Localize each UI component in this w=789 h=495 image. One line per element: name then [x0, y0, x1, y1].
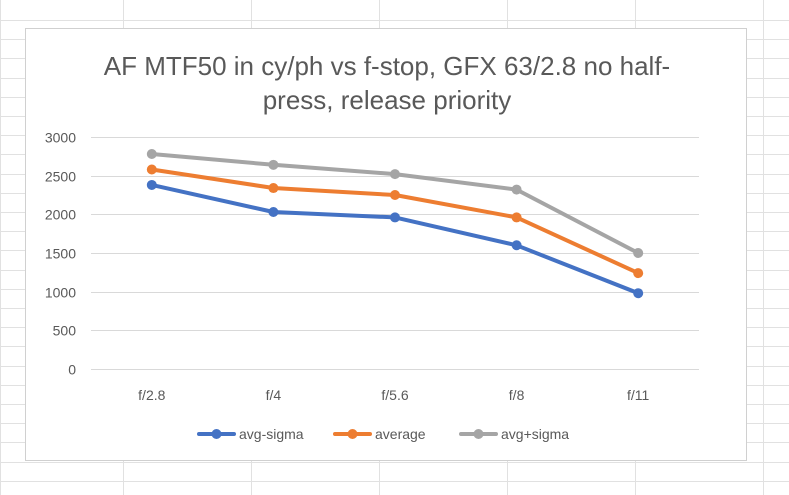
- chart-area[interactable]: AF MTF50 in cy/ph vs f-stop, GFX 63/2.8 …: [25, 28, 747, 461]
- y-tick-label: 1000: [45, 285, 76, 301]
- legend-item-average[interactable]: average: [333, 426, 426, 442]
- legend-label: average: [375, 426, 426, 442]
- legend-point-marker: [211, 429, 222, 439]
- data-point-avg-sigma[interactable]: [633, 288, 644, 299]
- x-tick-label: f/11: [627, 387, 650, 403]
- data-point-avg+sigma[interactable]: [390, 169, 400, 180]
- line-chart: 0 500 1000 1500 2000 2500 3000 f/2.8 f/4 f/5.6 f/8…: [45, 130, 699, 442]
- legend-label: avg-sigma: [239, 426, 304, 442]
- legend-item-avg-sigma[interactable]: avg-sigma: [197, 426, 304, 442]
- legend-item-avg+sigma[interactable]: avg+sigma: [459, 426, 569, 442]
- data-point-average[interactable]: [268, 183, 279, 194]
- data-point-avg+sigma[interactable]: [633, 248, 644, 258]
- chart-title-line-1: AF MTF50 in cy/ph vs f-stop, GFX 63/2.8 …: [103, 51, 671, 81]
- data-point-avg+sigma[interactable]: [268, 159, 279, 170]
- y-tick-label: 0: [68, 362, 76, 378]
- y-tick-label: 1500: [45, 246, 76, 262]
- y-tick-label: 2000: [45, 207, 76, 223]
- x-tick-label: f/2.8: [138, 387, 165, 403]
- data-point-avg-sigma[interactable]: [146, 179, 157, 190]
- y-tick-label: 2500: [45, 169, 76, 185]
- data-point-average[interactable]: [633, 268, 644, 279]
- chart-title-line-2: press, release priority: [262, 85, 512, 115]
- x-tick-label: f/8: [509, 387, 525, 403]
- legend-point-marker: [473, 429, 484, 439]
- data-point-avg+sigma[interactable]: [146, 149, 157, 160]
- data-point-avg+sigma[interactable]: [511, 184, 522, 195]
- legend-label: avg+sigma: [501, 426, 569, 442]
- data-point-avg-sigma[interactable]: [390, 212, 400, 223]
- y-tick-label: 3000: [45, 130, 76, 146]
- x-tick-label: f/4: [266, 387, 282, 403]
- data-point-average[interactable]: [390, 190, 400, 200]
- data-point-avg-sigma[interactable]: [268, 207, 279, 218]
- y-tick-label: 500: [53, 323, 77, 339]
- data-point-average[interactable]: [511, 212, 522, 223]
- data-point-avg-sigma[interactable]: [511, 240, 522, 251]
- legend-point-marker: [347, 429, 358, 439]
- x-tick-label: f/5.6: [381, 387, 408, 403]
- data-point-average[interactable]: [146, 164, 157, 175]
